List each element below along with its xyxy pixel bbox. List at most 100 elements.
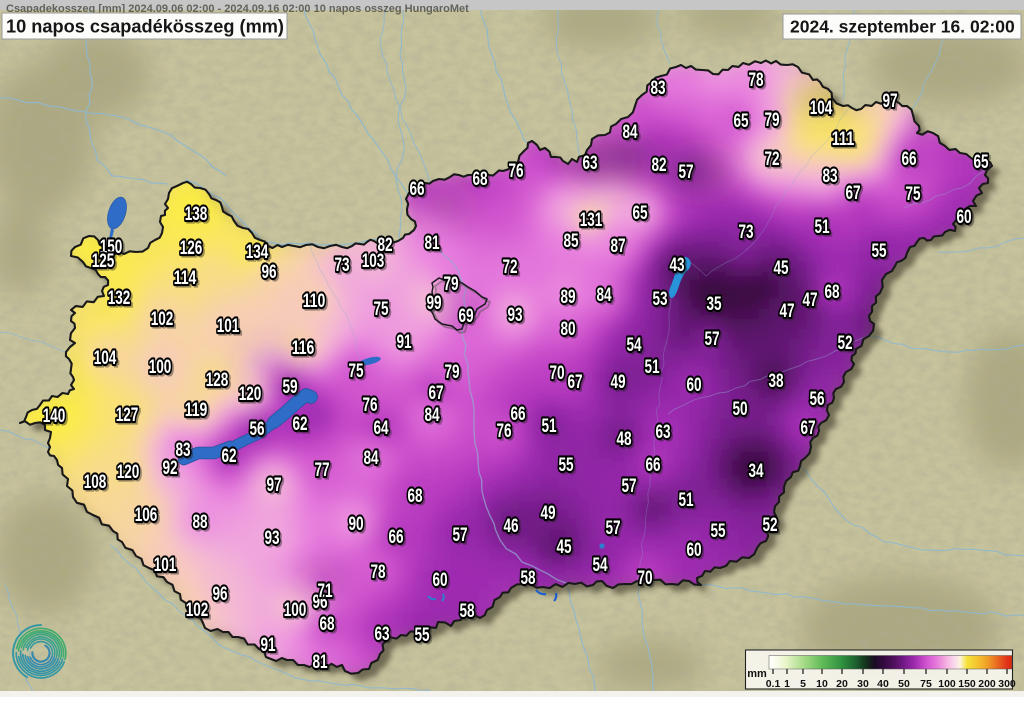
svg-text:70: 70 — [637, 568, 652, 589]
svg-text:46: 46 — [503, 516, 518, 537]
svg-text:84: 84 — [622, 122, 637, 143]
svg-text:75: 75 — [373, 299, 388, 320]
svg-text:65: 65 — [632, 203, 647, 224]
svg-text:93: 93 — [507, 305, 522, 326]
svg-text:65: 65 — [733, 111, 748, 132]
svg-text:76: 76 — [508, 161, 523, 182]
svg-text:106: 106 — [135, 505, 158, 526]
svg-text:102: 102 — [186, 600, 209, 621]
svg-text:71: 71 — [317, 581, 332, 602]
svg-text:55: 55 — [710, 521, 725, 542]
svg-text:66: 66 — [901, 149, 916, 170]
svg-text:56: 56 — [809, 389, 824, 410]
svg-text:47: 47 — [802, 290, 817, 311]
svg-text:45: 45 — [773, 258, 788, 279]
svg-text:62: 62 — [292, 414, 307, 435]
svg-text:60: 60 — [686, 540, 701, 561]
svg-text:49: 49 — [540, 503, 555, 524]
svg-text:68: 68 — [319, 614, 334, 635]
svg-text:2024. szeptember 16. 02:00: 2024. szeptember 16. 02:00 — [790, 17, 1015, 37]
svg-text:mm: mm — [747, 668, 767, 680]
svg-text:81: 81 — [424, 233, 439, 254]
svg-text:52: 52 — [837, 333, 852, 354]
svg-text:59: 59 — [282, 377, 297, 398]
svg-text:110: 110 — [303, 291, 326, 312]
svg-text:96: 96 — [261, 262, 276, 283]
svg-text:60: 60 — [956, 207, 971, 228]
svg-text:54: 54 — [626, 335, 641, 356]
svg-text:104: 104 — [810, 98, 833, 119]
svg-text:51: 51 — [541, 416, 556, 437]
svg-text:76: 76 — [496, 421, 511, 442]
svg-text:150: 150 — [958, 678, 976, 690]
svg-text:68: 68 — [472, 169, 487, 190]
svg-text:91: 91 — [260, 635, 275, 656]
svg-text:67: 67 — [845, 183, 860, 204]
svg-text:48: 48 — [616, 429, 631, 450]
svg-text:100: 100 — [938, 678, 956, 690]
svg-text:51: 51 — [678, 490, 693, 511]
svg-text:104: 104 — [94, 348, 117, 369]
svg-text:80: 80 — [560, 319, 575, 340]
svg-text:66: 66 — [409, 179, 424, 200]
svg-text:140: 140 — [43, 406, 66, 427]
svg-text:119: 119 — [185, 400, 208, 421]
svg-text:63: 63 — [655, 422, 670, 443]
svg-text:72: 72 — [764, 149, 779, 170]
svg-text:100: 100 — [284, 600, 307, 621]
svg-text:125: 125 — [92, 251, 115, 272]
svg-text:83: 83 — [175, 440, 190, 461]
svg-text:45: 45 — [556, 537, 571, 558]
svg-text:58: 58 — [459, 601, 474, 622]
svg-text:47: 47 — [779, 301, 794, 322]
svg-text:69: 69 — [458, 306, 473, 327]
svg-text:73: 73 — [334, 255, 349, 276]
svg-text:300: 300 — [998, 678, 1016, 690]
svg-text:55: 55 — [414, 625, 429, 646]
svg-text:57: 57 — [621, 476, 636, 497]
svg-text:68: 68 — [407, 486, 422, 507]
svg-text:79: 79 — [764, 110, 779, 131]
svg-text:63: 63 — [582, 153, 597, 174]
svg-text:60: 60 — [686, 375, 701, 396]
svg-text:58: 58 — [520, 568, 535, 589]
svg-text:43: 43 — [669, 255, 684, 276]
svg-text:97: 97 — [882, 91, 897, 112]
svg-text:88: 88 — [192, 512, 207, 533]
svg-text:72: 72 — [502, 257, 517, 278]
svg-text:56: 56 — [249, 419, 264, 440]
svg-text:114: 114 — [174, 268, 197, 289]
svg-text:83: 83 — [822, 166, 837, 187]
svg-text:97: 97 — [266, 475, 281, 496]
svg-text:57: 57 — [605, 518, 620, 539]
svg-text:84: 84 — [363, 448, 378, 469]
svg-text:83: 83 — [650, 78, 665, 99]
svg-text:87: 87 — [610, 236, 625, 257]
svg-text:66: 66 — [645, 455, 660, 476]
svg-text:66: 66 — [388, 527, 403, 548]
svg-text:81: 81 — [312, 652, 327, 673]
svg-text:75: 75 — [905, 184, 920, 205]
svg-text:77: 77 — [314, 460, 329, 481]
svg-text:50: 50 — [898, 678, 910, 690]
svg-text:76: 76 — [362, 395, 377, 416]
svg-text:73: 73 — [738, 222, 753, 243]
svg-text:120: 120 — [239, 384, 262, 405]
svg-text:84: 84 — [424, 405, 439, 426]
svg-text:60: 60 — [432, 570, 447, 591]
svg-text:52: 52 — [762, 515, 777, 536]
svg-text:64: 64 — [373, 418, 388, 439]
svg-text:92: 92 — [162, 458, 177, 479]
svg-text:93: 93 — [264, 528, 279, 549]
svg-text:5: 5 — [800, 678, 806, 690]
svg-text:82: 82 — [377, 235, 392, 256]
svg-text:40: 40 — [877, 678, 889, 690]
svg-text:85: 85 — [563, 231, 578, 252]
svg-text:120: 120 — [117, 462, 140, 483]
svg-text:57: 57 — [452, 525, 467, 546]
svg-text:20: 20 — [836, 678, 848, 690]
svg-text:138: 138 — [185, 204, 208, 225]
svg-text:75: 75 — [920, 678, 932, 690]
svg-text:53: 53 — [652, 289, 667, 310]
svg-text:101: 101 — [217, 316, 240, 337]
